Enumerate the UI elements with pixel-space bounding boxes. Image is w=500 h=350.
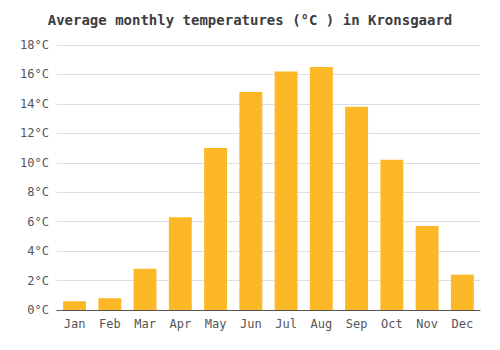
svg-text:2°C: 2°C xyxy=(27,274,49,288)
svg-text:4°C: 4°C xyxy=(27,244,49,258)
svg-text:Nov: Nov xyxy=(416,317,438,331)
svg-text:Dec: Dec xyxy=(452,317,474,331)
svg-text:Jul: Jul xyxy=(275,317,297,331)
svg-text:Sep: Sep xyxy=(346,317,368,331)
svg-text:Feb: Feb xyxy=(99,317,121,331)
svg-text:Apr: Apr xyxy=(169,317,191,331)
svg-text:May: May xyxy=(205,317,227,331)
svg-text:16°C: 16°C xyxy=(20,67,49,81)
svg-text:18°C: 18°C xyxy=(20,38,49,52)
svg-text:Jan: Jan xyxy=(64,317,86,331)
svg-text:10°C: 10°C xyxy=(20,156,49,170)
svg-text:Jun: Jun xyxy=(240,317,262,331)
svg-text:12°C: 12°C xyxy=(20,126,49,140)
svg-text:Oct: Oct xyxy=(381,317,403,331)
svg-text:Mar: Mar xyxy=(134,317,156,331)
svg-text:8°C: 8°C xyxy=(27,185,49,199)
svg-text:Aug: Aug xyxy=(310,317,332,331)
svg-text:14°C: 14°C xyxy=(20,97,49,111)
svg-text:Average monthly temperatures (: Average monthly temperatures (°C ) in Kr… xyxy=(48,12,453,28)
svg-text:6°C: 6°C xyxy=(27,215,49,229)
svg-text:0°C: 0°C xyxy=(27,303,49,317)
